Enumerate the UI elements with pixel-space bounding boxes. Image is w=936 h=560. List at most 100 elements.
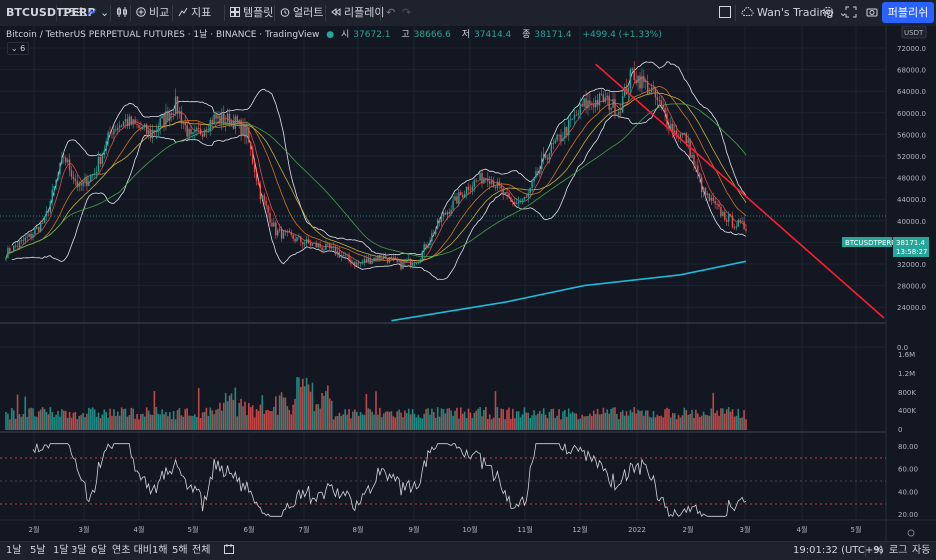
candle-body [213,114,215,125]
volume-bar [163,414,165,430]
volume-bar [274,396,277,430]
settings-icon[interactable] [907,529,915,537]
volume-bar [248,403,250,430]
rsi-axis[interactable]: 80.00 60.00 40.00 20.00 [898,443,918,519]
volume-bar [340,415,343,430]
volume-bar [465,418,468,430]
candle-body [417,262,420,264]
time-tick-label: 2022 [628,526,646,534]
volume-axis[interactable]: 1.6M 1.2M 800K 400K 0 [898,351,916,434]
volume-bar [415,417,418,430]
price-axis[interactable]: 72000.0 68000.0 64000.0 60000.0 56000.0 52000… [897,45,926,352]
interval-select[interactable]: 15초 [62,6,87,19]
chart-type-icon[interactable] [86,0,98,26]
candle-body [153,130,156,133]
range-button[interactable]: 1해 [152,545,168,556]
candle-body [552,143,554,144]
candle-body [327,243,329,245]
range-button[interactable]: 6달 [91,545,107,556]
volume-bar [124,408,127,430]
fullscreen-checkbox[interactable] [719,0,731,26]
indicators-button[interactable]: 지표 [178,0,211,26]
volume-bar [712,392,715,430]
publish-button[interactable]: 퍼블리쉬 [882,2,934,23]
candle-body [178,111,181,114]
indicators-collapse-button[interactable]: ⌄ 6 [7,42,29,55]
layout-button[interactable]: Wan's Trading ⌄ [741,0,848,26]
volume-bar [176,410,179,430]
volume-bar [689,413,691,430]
candle-body [564,127,566,139]
range-button[interactable]: 3달 [71,545,87,556]
symbol-search[interactable]: BTCUSDTPERP [6,6,96,19]
candle-body [492,180,495,188]
range-button[interactable]: 1날 [6,545,22,556]
ohlc-low: 저 37414.4 [462,30,516,40]
candle-body [36,226,38,229]
currency-select[interactable] [901,26,927,39]
time-tick-label: 5월 [851,525,862,534]
candle-body [240,120,242,136]
candle-body [618,111,620,115]
candle-body [269,212,271,223]
candle-body [165,111,167,125]
templates-button[interactable]: 템플릿 [230,0,273,26]
camera-icon[interactable] [866,0,878,26]
fullscreen-icon[interactable] [845,0,857,26]
candle-body [411,263,414,266]
range-button[interactable]: 5해 [172,545,188,556]
candle-body [375,258,377,261]
candle-body [14,245,17,247]
candle-body [490,180,493,184]
candle-body [419,259,422,263]
candle-body [510,197,512,202]
volume-bar [496,407,499,430]
candle-body [5,257,7,260]
candle-body [136,123,138,126]
range-button[interactable]: 5날 [30,545,46,556]
volume-bar [558,409,560,430]
volume-bar [317,404,319,430]
replay-button[interactable]: 리플레이 [331,0,384,26]
trendline-down[interactable] [595,63,885,319]
range-button[interactable]: 연초 대비 [112,545,152,556]
candle-body [107,132,109,141]
volume-bar [648,416,651,430]
redo-icon[interactable]: ↷ [402,6,412,19]
range-button[interactable]: 1달 [53,545,69,556]
chart-area[interactable]: 72000.0 68000.0 64000.0 60000.0 56000.0 52000… [0,26,936,542]
clock-display[interactable]: 19:01:32 (UTC+9) [793,545,884,556]
candle-body [284,230,287,232]
candle-body [512,201,514,203]
volume-bar [591,415,593,430]
candle-body [610,107,612,110]
log-toggle[interactable]: 로그 [889,545,908,556]
auto-toggle[interactable]: 자동 [912,545,931,556]
candle-body [504,192,506,195]
chevron-down-icon[interactable]: ⌄ [100,6,110,19]
volume-tick-label: 0 [898,426,902,434]
candle-style-icon[interactable] [116,0,128,26]
volume-bar [716,410,718,430]
volume-bar [221,410,223,430]
volume-bar [710,408,713,430]
time-tick-label: 4월 [134,525,145,534]
candle-body [446,212,449,215]
compare-button[interactable]: 비교 [136,0,169,26]
volume-bar [691,409,693,430]
undo-icon[interactable]: ↶ [386,6,396,19]
candle-body [733,227,736,229]
time-axis[interactable]: 2월 3월 4월 5월 6월 7월 8월 9월 10월 11월 12월 2022 2월 3월 4월 5월 [29,525,862,534]
volume-bar [540,413,543,430]
candle-body [710,197,713,201]
date-range-icon[interactable] [224,542,235,560]
volume-bar [361,414,364,430]
range-button[interactable]: 전체 [192,545,211,556]
candle-body [454,196,456,201]
volume-bar [307,384,310,430]
candle-body [315,242,317,248]
alert-button[interactable]: 얼러트 [280,0,323,26]
settings-icon[interactable] [822,0,834,26]
percent-toggle[interactable]: % [874,545,884,556]
volume-bar [369,409,372,430]
